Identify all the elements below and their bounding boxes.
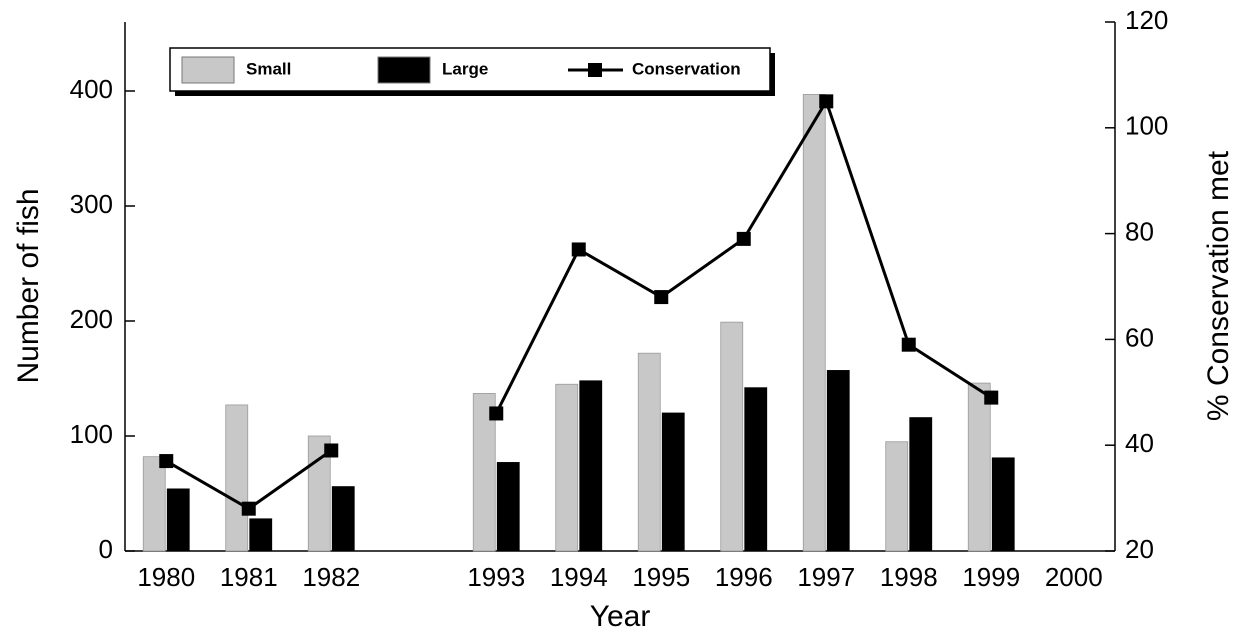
x-tick-label: 1982 <box>302 562 360 592</box>
x-tick-label: 1999 <box>962 562 1020 592</box>
legend-swatch <box>181 56 235 84</box>
marker <box>901 337 916 352</box>
bar <box>472 393 496 552</box>
x-tick-label: 1993 <box>467 562 525 592</box>
line <box>165 97 993 511</box>
y-tick-label: 300 <box>70 189 113 219</box>
bar <box>967 382 991 552</box>
y2-tick-label: 100 <box>1125 111 1168 141</box>
marker <box>654 290 669 305</box>
y2-tick-label: 80 <box>1125 216 1154 246</box>
marker <box>736 231 751 246</box>
legend-box <box>169 47 771 92</box>
x-tick-label: 1996 <box>715 562 773 592</box>
x-tick-label: 1995 <box>632 562 690 592</box>
legend-label: Small <box>246 59 291 78</box>
marker <box>984 390 999 405</box>
x-axis-title: Year <box>590 600 651 633</box>
bar <box>142 456 166 552</box>
bar <box>744 387 768 552</box>
y2-axis-title: % Conservation met <box>1202 150 1235 421</box>
y2-tick-label: 120 <box>1125 5 1168 35</box>
bar <box>991 457 1015 552</box>
bar <box>225 404 249 552</box>
marker <box>241 501 256 516</box>
y-tick-label: 100 <box>70 419 113 449</box>
y-tick-label: 400 <box>70 74 113 104</box>
bar <box>249 518 273 552</box>
bar <box>802 94 826 552</box>
y-tick-label: 0 <box>99 534 113 564</box>
y2-tick-label: 60 <box>1125 322 1154 352</box>
bar <box>826 370 850 552</box>
bar <box>166 488 190 552</box>
bar <box>496 462 520 552</box>
bar <box>579 380 603 552</box>
y2-tick-label: 40 <box>1125 428 1154 458</box>
marker <box>489 406 504 421</box>
marker <box>571 242 586 257</box>
x-tick-label: 1997 <box>797 562 855 592</box>
legend-label: Conservation <box>632 59 741 78</box>
bar <box>331 486 355 552</box>
legend-marker <box>588 63 602 77</box>
bar <box>661 412 685 552</box>
x-tick-label: 1980 <box>137 562 195 592</box>
bar <box>885 441 909 552</box>
y-tick-label: 200 <box>70 304 113 334</box>
x-tick-label: 1981 <box>220 562 278 592</box>
bar <box>909 417 933 552</box>
x-tick-label: 1998 <box>880 562 938 592</box>
y-axis-title: Number of fish <box>12 188 45 383</box>
marker <box>819 94 834 109</box>
legend-label: Large <box>442 59 488 78</box>
y2-tick-label: 20 <box>1125 534 1154 564</box>
legend-swatch <box>377 56 431 84</box>
bar <box>637 352 661 552</box>
bar <box>307 435 331 552</box>
bar <box>555 383 579 552</box>
marker <box>159 454 174 469</box>
bar <box>720 321 744 552</box>
x-tick-label: 1994 <box>550 562 608 592</box>
x-tick-label: 2000 <box>1045 562 1103 592</box>
marker <box>324 443 339 458</box>
